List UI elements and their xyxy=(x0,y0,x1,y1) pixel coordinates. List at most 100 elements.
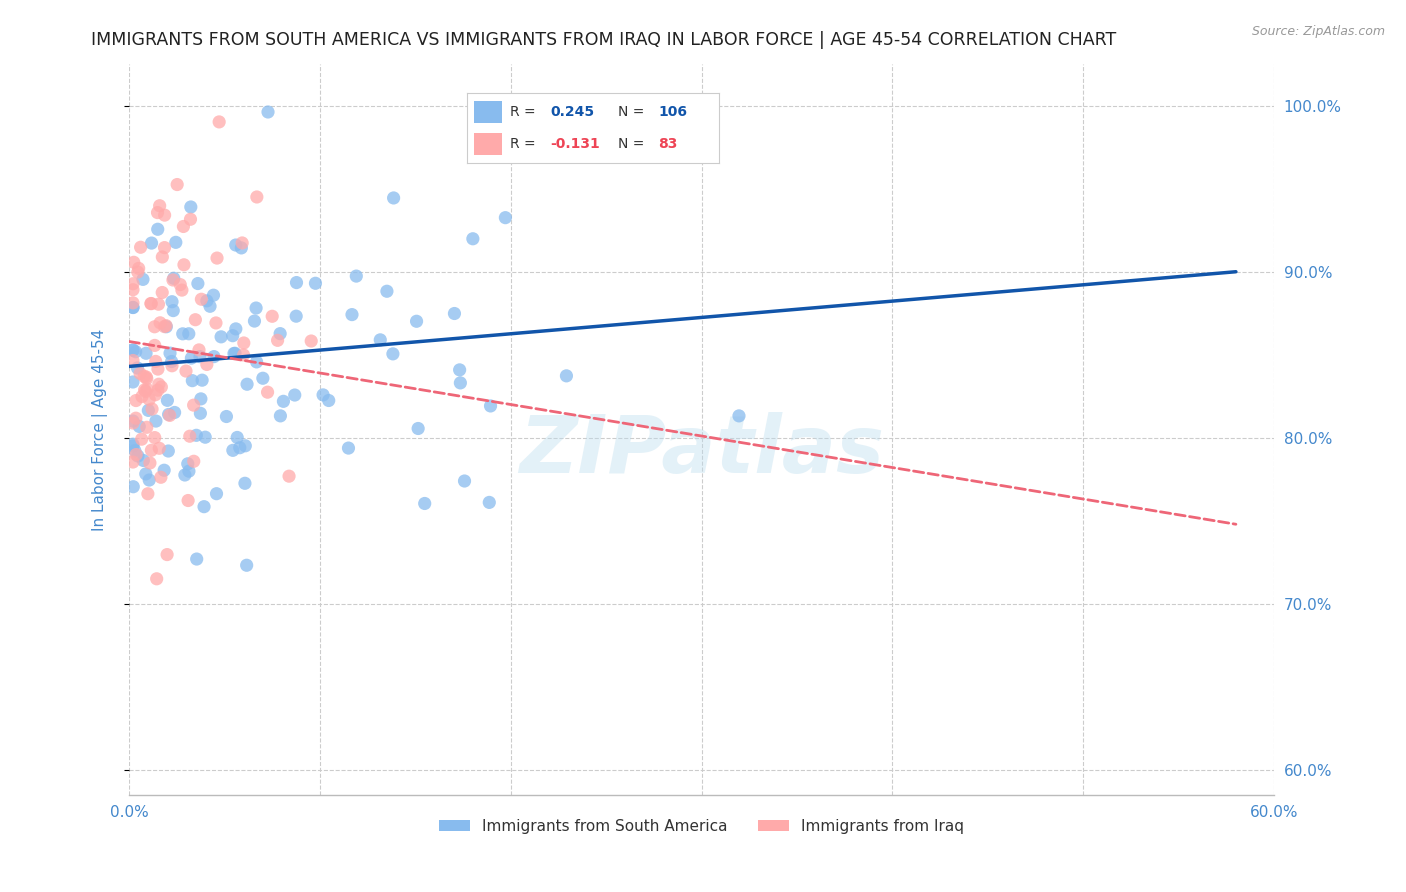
Point xyxy=(129,240,152,254)
Point xyxy=(127,449,149,463)
Point xyxy=(165,235,187,250)
Text: Source: ZipAtlas.com: Source: ZipAtlas.com xyxy=(1251,25,1385,38)
Point xyxy=(173,258,195,272)
Point xyxy=(143,388,166,402)
Point xyxy=(128,419,150,434)
Point xyxy=(222,346,245,360)
Text: IMMIGRANTS FROM SOUTH AMERICA VS IMMIGRANTS FROM IRAQ IN LABOR FORCE | AGE 45-54: IMMIGRANTS FROM SOUTH AMERICA VS IMMIGRA… xyxy=(91,31,1116,49)
Point xyxy=(262,310,284,324)
Point xyxy=(375,285,398,299)
Point xyxy=(135,346,157,360)
Point xyxy=(224,346,246,360)
Point xyxy=(181,374,204,388)
Point xyxy=(141,296,163,310)
Point xyxy=(136,403,159,417)
Point xyxy=(245,301,267,315)
Point xyxy=(191,373,214,387)
Point xyxy=(205,316,228,330)
Point xyxy=(173,468,195,483)
Point xyxy=(150,285,173,300)
Point xyxy=(285,276,308,290)
Point xyxy=(368,333,391,347)
Point xyxy=(344,269,367,284)
Point xyxy=(155,319,177,334)
Point xyxy=(177,326,200,341)
Point xyxy=(159,409,181,423)
Point xyxy=(153,319,176,334)
Legend: Immigrants from South America, Immigrants from Iraq: Immigrants from South America, Immigrant… xyxy=(433,813,970,840)
Point xyxy=(382,191,405,205)
Point xyxy=(136,487,159,501)
Point xyxy=(233,439,256,453)
Point xyxy=(728,409,751,423)
Point xyxy=(136,382,159,396)
Point xyxy=(269,409,291,423)
Point xyxy=(172,219,194,234)
Point xyxy=(146,222,169,236)
Point xyxy=(146,383,169,397)
Point xyxy=(143,431,166,445)
Point xyxy=(205,486,228,500)
Point xyxy=(194,430,217,444)
Point xyxy=(198,299,221,313)
Point xyxy=(122,375,145,389)
Point xyxy=(443,306,465,320)
Point xyxy=(153,463,176,477)
Point xyxy=(131,390,153,404)
Point xyxy=(226,430,249,444)
Point xyxy=(166,178,188,192)
Point xyxy=(149,199,172,213)
Point xyxy=(149,470,172,484)
Point xyxy=(145,572,167,586)
Point xyxy=(299,334,322,348)
Point xyxy=(172,326,194,341)
Point xyxy=(478,495,501,509)
Point xyxy=(233,476,256,491)
Point xyxy=(304,277,326,291)
Point xyxy=(222,443,245,458)
Text: ZIPatlas: ZIPatlas xyxy=(519,412,884,491)
Point xyxy=(312,388,335,402)
Point xyxy=(135,467,157,481)
Point xyxy=(337,441,360,455)
Point xyxy=(141,443,163,458)
Point xyxy=(195,293,218,308)
Point xyxy=(124,443,146,458)
Point xyxy=(156,548,179,562)
Point xyxy=(257,105,280,120)
Point xyxy=(122,301,145,315)
Point xyxy=(186,428,208,442)
Point xyxy=(453,474,475,488)
Point xyxy=(413,496,436,510)
Point xyxy=(169,277,191,292)
Point xyxy=(195,358,218,372)
Point xyxy=(135,371,157,385)
Point xyxy=(183,454,205,468)
Point xyxy=(125,393,148,408)
Point xyxy=(231,235,253,250)
Point xyxy=(148,377,170,392)
Point xyxy=(145,414,167,428)
Point xyxy=(449,363,471,377)
Point xyxy=(179,212,201,227)
Point xyxy=(122,283,145,297)
Point xyxy=(215,409,238,424)
Point xyxy=(129,367,152,381)
Point xyxy=(225,322,247,336)
Point xyxy=(146,205,169,219)
Point xyxy=(160,354,183,368)
Point xyxy=(163,271,186,285)
Point xyxy=(132,453,155,467)
Point xyxy=(124,344,146,359)
Point xyxy=(205,251,228,265)
Point xyxy=(156,393,179,408)
Point xyxy=(381,347,404,361)
Point xyxy=(246,355,269,369)
Point xyxy=(148,442,170,456)
Point xyxy=(177,493,200,508)
Point xyxy=(202,350,225,364)
Point xyxy=(122,296,145,310)
Point xyxy=(318,393,340,408)
Point xyxy=(179,429,201,443)
Point xyxy=(159,346,181,360)
